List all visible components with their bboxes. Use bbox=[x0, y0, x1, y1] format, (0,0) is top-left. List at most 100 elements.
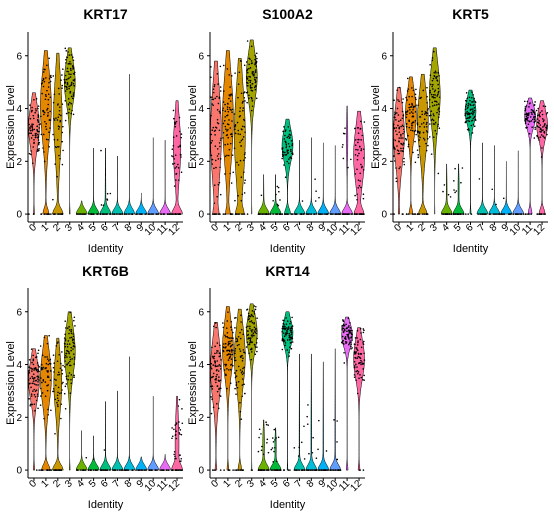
data-point bbox=[400, 135, 402, 137]
data-point bbox=[256, 76, 258, 79]
data-point bbox=[277, 436, 280, 439]
points-cluster-10 bbox=[148, 469, 158, 471]
data-point bbox=[175, 469, 177, 471]
data-point bbox=[360, 149, 362, 152]
data-point bbox=[397, 124, 399, 127]
data-point bbox=[90, 469, 92, 471]
data-point bbox=[58, 373, 61, 376]
violin-cluster-7 bbox=[111, 390, 124, 471]
data-point bbox=[216, 385, 219, 387]
data-point bbox=[236, 338, 239, 341]
data-point bbox=[249, 337, 252, 340]
data-point bbox=[353, 374, 356, 376]
data-point bbox=[353, 366, 356, 369]
data-point bbox=[431, 57, 434, 59]
data-point bbox=[362, 328, 365, 330]
data-point bbox=[225, 374, 227, 376]
data-point bbox=[232, 343, 234, 346]
data-point bbox=[41, 368, 43, 370]
data-point bbox=[229, 86, 231, 88]
data-point bbox=[32, 146, 35, 148]
data-point bbox=[538, 139, 540, 141]
data-point bbox=[96, 213, 98, 215]
data-point bbox=[282, 151, 284, 154]
data-point bbox=[216, 118, 219, 121]
data-point bbox=[357, 141, 359, 144]
violin-cluster-9 bbox=[135, 456, 148, 471]
data-point bbox=[538, 126, 541, 129]
data-point bbox=[234, 352, 236, 355]
data-point bbox=[290, 327, 293, 330]
data-point bbox=[40, 363, 43, 366]
data-point bbox=[355, 379, 357, 381]
data-point bbox=[524, 121, 527, 123]
data-point bbox=[356, 357, 359, 359]
data-point bbox=[225, 128, 227, 131]
data-point bbox=[31, 106, 33, 109]
data-point bbox=[345, 327, 348, 330]
data-point bbox=[359, 374, 361, 376]
data-point bbox=[175, 120, 178, 123]
data-point bbox=[542, 135, 544, 137]
data-point bbox=[43, 133, 45, 136]
data-point bbox=[70, 332, 73, 335]
data-point bbox=[347, 336, 350, 339]
data-point bbox=[236, 121, 239, 124]
data-point bbox=[393, 213, 395, 215]
data-point bbox=[57, 399, 60, 402]
data-point bbox=[70, 382, 73, 385]
data-point bbox=[40, 115, 42, 118]
data-point bbox=[272, 199, 274, 202]
data-point bbox=[360, 363, 362, 366]
data-point bbox=[282, 150, 284, 153]
violin-cluster-3 bbox=[63, 311, 76, 471]
data-point bbox=[232, 469, 234, 471]
data-point bbox=[46, 109, 48, 111]
data-point bbox=[111, 213, 114, 215]
data-point bbox=[32, 114, 35, 117]
data-point bbox=[69, 358, 72, 361]
data-point bbox=[510, 213, 512, 215]
data-point bbox=[70, 84, 73, 86]
data-point bbox=[293, 447, 296, 449]
data-point bbox=[464, 114, 466, 117]
data-point bbox=[241, 354, 243, 357]
data-point bbox=[449, 196, 452, 198]
data-point bbox=[431, 79, 434, 82]
data-point bbox=[468, 120, 471, 123]
data-point bbox=[46, 342, 49, 345]
data-point bbox=[224, 110, 227, 112]
data-point bbox=[437, 103, 440, 105]
data-point bbox=[282, 332, 285, 334]
data-point bbox=[68, 332, 70, 335]
data-point bbox=[343, 324, 346, 327]
data-point bbox=[443, 184, 446, 186]
data-point bbox=[527, 116, 529, 119]
data-point bbox=[287, 142, 290, 145]
data-point bbox=[34, 134, 37, 137]
data-point bbox=[281, 155, 284, 158]
data-point bbox=[215, 381, 217, 384]
data-point bbox=[343, 362, 346, 364]
data-point bbox=[211, 346, 213, 349]
data-point bbox=[361, 134, 364, 137]
data-point bbox=[240, 371, 243, 374]
data-point bbox=[317, 213, 320, 215]
data-point bbox=[310, 469, 313, 471]
data-point bbox=[112, 469, 114, 471]
data-point bbox=[355, 370, 357, 373]
data-point bbox=[425, 114, 428, 117]
data-point bbox=[356, 168, 358, 171]
data-point bbox=[256, 350, 258, 353]
data-point bbox=[30, 153, 32, 156]
data-point bbox=[234, 199, 236, 202]
data-point bbox=[178, 431, 180, 434]
points-cluster-0 bbox=[209, 65, 222, 215]
data-point bbox=[72, 113, 75, 116]
data-point bbox=[473, 125, 476, 128]
data-point bbox=[181, 422, 184, 425]
data-point bbox=[289, 336, 292, 339]
data-point bbox=[217, 370, 220, 372]
data-point bbox=[42, 110, 44, 112]
data-point bbox=[399, 119, 402, 121]
